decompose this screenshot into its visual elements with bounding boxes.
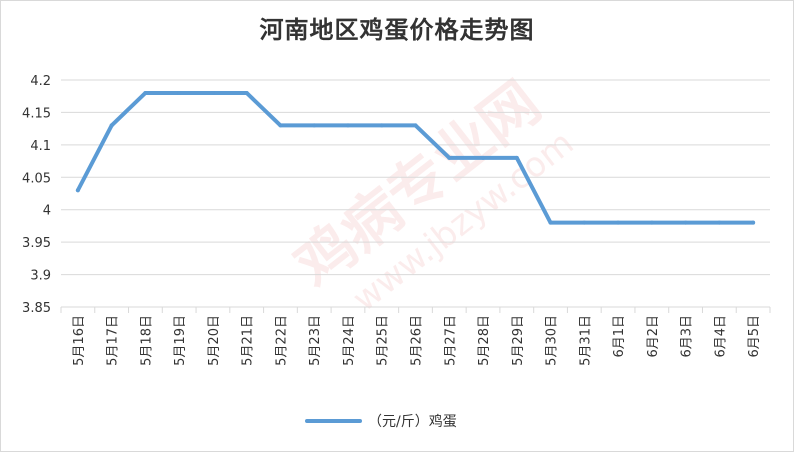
data-point xyxy=(143,90,148,95)
x-tick-label: 5月22日 xyxy=(274,315,289,366)
data-point xyxy=(345,123,350,128)
y-tick-label: 4.15 xyxy=(22,106,51,121)
y-tick-label: 3.95 xyxy=(22,236,51,251)
x-tick-label: 6月2日 xyxy=(646,315,661,358)
legend: （元/斤）鸡蛋 xyxy=(305,413,457,430)
data-point xyxy=(109,123,114,128)
data-point xyxy=(210,90,215,95)
x-tick-label: 5月27日 xyxy=(443,315,458,366)
data-point xyxy=(312,123,317,128)
x-tick-label: 5月25日 xyxy=(376,315,391,366)
x-tick-label: 5月17日 xyxy=(106,315,121,366)
x-tick-label: 5月29日 xyxy=(511,315,526,366)
data-point xyxy=(177,90,182,95)
data-point xyxy=(379,123,384,128)
data-point xyxy=(683,220,688,225)
x-tick-label: 6月4日 xyxy=(713,315,728,358)
data-point xyxy=(481,155,486,160)
data-point xyxy=(413,123,418,128)
x-tick-label: 5月31日 xyxy=(578,315,593,366)
x-tick-label: 5月21日 xyxy=(241,315,256,366)
y-tick-label: 4.1 xyxy=(30,139,51,154)
x-tick-label: 5月28日 xyxy=(477,315,492,366)
y-axis: 3.85 3.9 3.95 4 4.05 4.1 4.15 4.2 xyxy=(22,74,51,316)
data-point xyxy=(278,123,283,128)
data-point xyxy=(244,90,249,95)
x-tick-label: 5月23日 xyxy=(308,315,323,366)
data-point xyxy=(548,220,553,225)
data-point xyxy=(447,155,452,160)
legend-label: （元/斤）鸡蛋 xyxy=(368,413,457,430)
data-point xyxy=(751,220,756,225)
y-tick-label: 4 xyxy=(43,204,51,219)
x-tick-label: 6月1日 xyxy=(612,315,627,358)
x-axis: 5月16日 5月17日 5月18日 5月19日 5月20日 5月21日 5月22日 5月23日… xyxy=(60,307,771,366)
chart-title: 河南地区鸡蛋价格走势图 xyxy=(259,15,535,44)
data-point xyxy=(616,220,621,225)
x-tick-label: 5月26日 xyxy=(410,315,425,366)
y-tick-label: 3.9 xyxy=(30,269,51,284)
data-point xyxy=(582,220,587,225)
y-tick-label: 4.2 xyxy=(30,74,51,89)
series xyxy=(75,90,756,225)
x-tick-label: 5月30日 xyxy=(545,315,560,366)
x-tick-label: 5月24日 xyxy=(342,315,357,366)
x-tick-label: 5月18日 xyxy=(139,315,154,366)
data-point xyxy=(514,155,519,160)
y-tick-label: 4.05 xyxy=(22,171,51,186)
x-tick-label: 5月16日 xyxy=(72,315,87,366)
data-point xyxy=(649,220,654,225)
gridlines xyxy=(61,79,770,308)
x-tick-label: 6月5日 xyxy=(747,315,762,358)
y-tick-label: 3.85 xyxy=(22,301,51,316)
x-tick-label: 5月19日 xyxy=(173,315,188,366)
x-tick-label: 6月3日 xyxy=(680,315,695,358)
data-point xyxy=(75,188,80,193)
data-point xyxy=(717,220,722,225)
x-tick-label: 5月20日 xyxy=(207,315,222,366)
